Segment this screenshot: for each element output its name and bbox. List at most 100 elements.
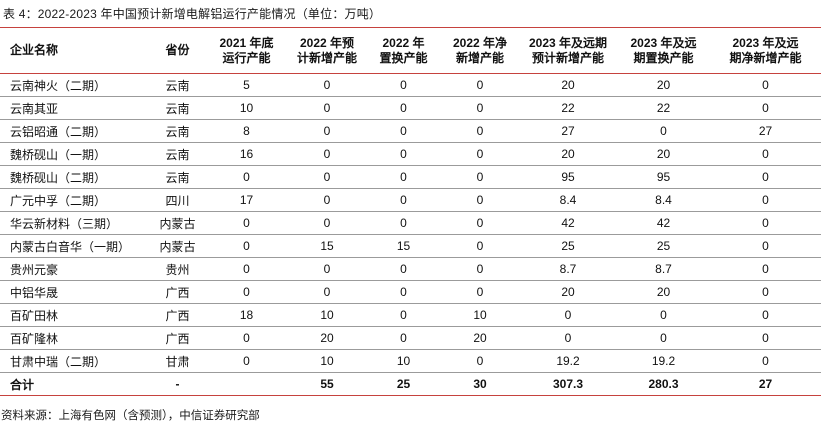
province-cell: 云南 — [150, 119, 205, 143]
header-2023-replacement: 2023 年及远 期置换产能 — [617, 27, 710, 74]
table-header-row: 企业名称 省份 2021 年底 运行产能 2022 年预 计新增产能 2022 … — [0, 27, 821, 74]
province-cell: 广西 — [150, 280, 205, 304]
value-cell: 42 — [617, 211, 710, 235]
table-row: 中铝华晟 广西 0 0 0 0 20 20 0 — [0, 280, 821, 304]
value-cell: 0 — [476, 78, 484, 92]
value-cell: 0 — [441, 96, 519, 120]
header-2023-planned-new: 2023 年及远期 预计新增产能 — [519, 27, 617, 74]
province-cell: 云南 — [150, 165, 205, 189]
value-cell: 25 — [519, 234, 617, 258]
value-cell: 0 — [710, 142, 821, 166]
value-cell: 0 — [617, 326, 710, 350]
value-cell: 0 — [710, 349, 821, 373]
value-cell: 0 — [288, 96, 366, 120]
value-cell: 0 — [366, 165, 441, 189]
value-cell: 0 — [710, 96, 821, 120]
value-cell: 0 — [710, 234, 821, 258]
value-cell: 0 — [441, 257, 519, 281]
capacity-table: 企业名称 省份 2021 年底 运行产能 2022 年预 计新增产能 2022 … — [0, 27, 821, 396]
value-cell: 8 — [205, 119, 288, 143]
value-cell: 0 — [323, 78, 331, 92]
value-cell: 0 — [288, 188, 366, 212]
province-cell: 广西 — [150, 326, 205, 350]
header-2022-net-new: 2022 年净 新增产能 — [441, 27, 519, 74]
header-2022-planned-new: 2022 年预 计新增产能 — [288, 27, 366, 74]
value-cell: 22 — [519, 96, 617, 120]
value-cell: 20 — [519, 280, 617, 304]
value-cell: 0 — [366, 257, 441, 281]
province-cell: 内蒙古 — [150, 234, 205, 258]
source-note: 资料来源：上海有色网（含预测），中信证券研究部 — [1, 410, 260, 422]
value-cell: 0 — [205, 326, 288, 350]
value-cell: 20 — [441, 326, 519, 350]
value-cell: 22 — [617, 96, 710, 120]
province-cell: - — [150, 372, 205, 396]
value-cell: 0 — [400, 78, 407, 92]
value-cell: 17 — [205, 188, 288, 212]
value-cell: 0 — [366, 96, 441, 120]
value-cell: 0 — [366, 119, 441, 143]
table-row: 云南神火（二期） 云南 5 0 0 0 20 20 0 — [0, 74, 821, 97]
value-cell: 0 — [710, 211, 821, 235]
value-cell: 0 — [441, 234, 519, 258]
company-cell: 华云新材料（三期） — [0, 211, 150, 235]
value-cell: 0 — [710, 165, 821, 189]
value-cell: 0 — [205, 165, 288, 189]
value-cell: 10 — [288, 349, 366, 373]
value-cell: 20 — [617, 280, 710, 304]
value-cell: 0 — [441, 119, 519, 143]
company-cell: 合计 — [0, 372, 150, 396]
value-cell: 0 — [205, 349, 288, 373]
value-cell: 0 — [710, 257, 821, 281]
value-cell: 15 — [366, 234, 441, 258]
value-cell: 0 — [288, 280, 366, 304]
value-cell: 0 — [710, 280, 821, 304]
value-cell: 10 — [288, 303, 366, 327]
province-cell: 云南 — [150, 142, 205, 166]
value-cell: 0 — [205, 234, 288, 258]
province-cell: 甘肃 — [150, 349, 205, 373]
value-cell: 95 — [519, 165, 617, 189]
value-cell: 20 — [561, 78, 575, 92]
value-cell: 0 — [205, 211, 288, 235]
value-cell: 8.7 — [519, 257, 617, 281]
value-cell: 0 — [441, 211, 519, 235]
value-cell: 16 — [205, 142, 288, 166]
province-cell: 云南 — [150, 96, 205, 120]
value-cell: 20 — [617, 142, 710, 166]
value-cell: 10 — [205, 96, 288, 120]
table-body: 云南神火（二期） 云南 5 0 0 0 20 20 0 云南其亚 云南 10 0 0 0 22 22 0 云铝昭通（… — [0, 74, 821, 396]
value-cell: 0 — [366, 303, 441, 327]
header-2022-replacement: 2022 年 置换产能 — [366, 27, 441, 74]
table-row: 华云新材料（三期） 内蒙古 0 0 0 0 42 42 0 — [0, 211, 821, 235]
table-row: 百矿隆林 广西 0 20 0 20 0 0 0 — [0, 326, 821, 350]
value-cell: 20 — [288, 326, 366, 350]
value-cell: 0 — [441, 280, 519, 304]
company-cell: 云南神火（二期） — [10, 78, 107, 93]
value-cell: 27 — [710, 119, 821, 143]
province-cell: 四川 — [150, 188, 205, 212]
value-cell: 0 — [710, 188, 821, 212]
province-cell: 贵州 — [150, 257, 205, 281]
value-cell: 20 — [519, 142, 617, 166]
value-cell: 5 — [243, 78, 250, 92]
header-province: 省份 — [150, 27, 205, 74]
value-cell: 0 — [366, 211, 441, 235]
province-cell: 云南 — [165, 78, 190, 93]
value-cell: 0 — [288, 142, 366, 166]
value-cell: 10 — [366, 349, 441, 373]
value-cell: 0 — [205, 280, 288, 304]
value-cell: 25 — [617, 234, 710, 258]
value-cell: 18 — [205, 303, 288, 327]
table-row: 甘肃中瑞（二期） 甘肃 0 10 10 0 19.2 19.2 0 — [0, 349, 821, 373]
value-cell: 0 — [288, 119, 366, 143]
table-row: 魏桥砚山（一期） 云南 16 0 0 0 20 20 0 — [0, 142, 821, 166]
value-cell: 25 — [366, 372, 441, 396]
value-cell: 307.3 — [519, 372, 617, 396]
province-cell: 广西 — [150, 303, 205, 327]
table-row: 内蒙古白音华（一期） 内蒙古 0 15 15 0 25 25 0 — [0, 234, 821, 258]
value-cell: 19.2 — [519, 349, 617, 373]
table-row: 广元中孚（二期） 四川 17 0 0 0 8.4 8.4 0 — [0, 188, 821, 212]
value-cell: 0 — [519, 303, 617, 327]
